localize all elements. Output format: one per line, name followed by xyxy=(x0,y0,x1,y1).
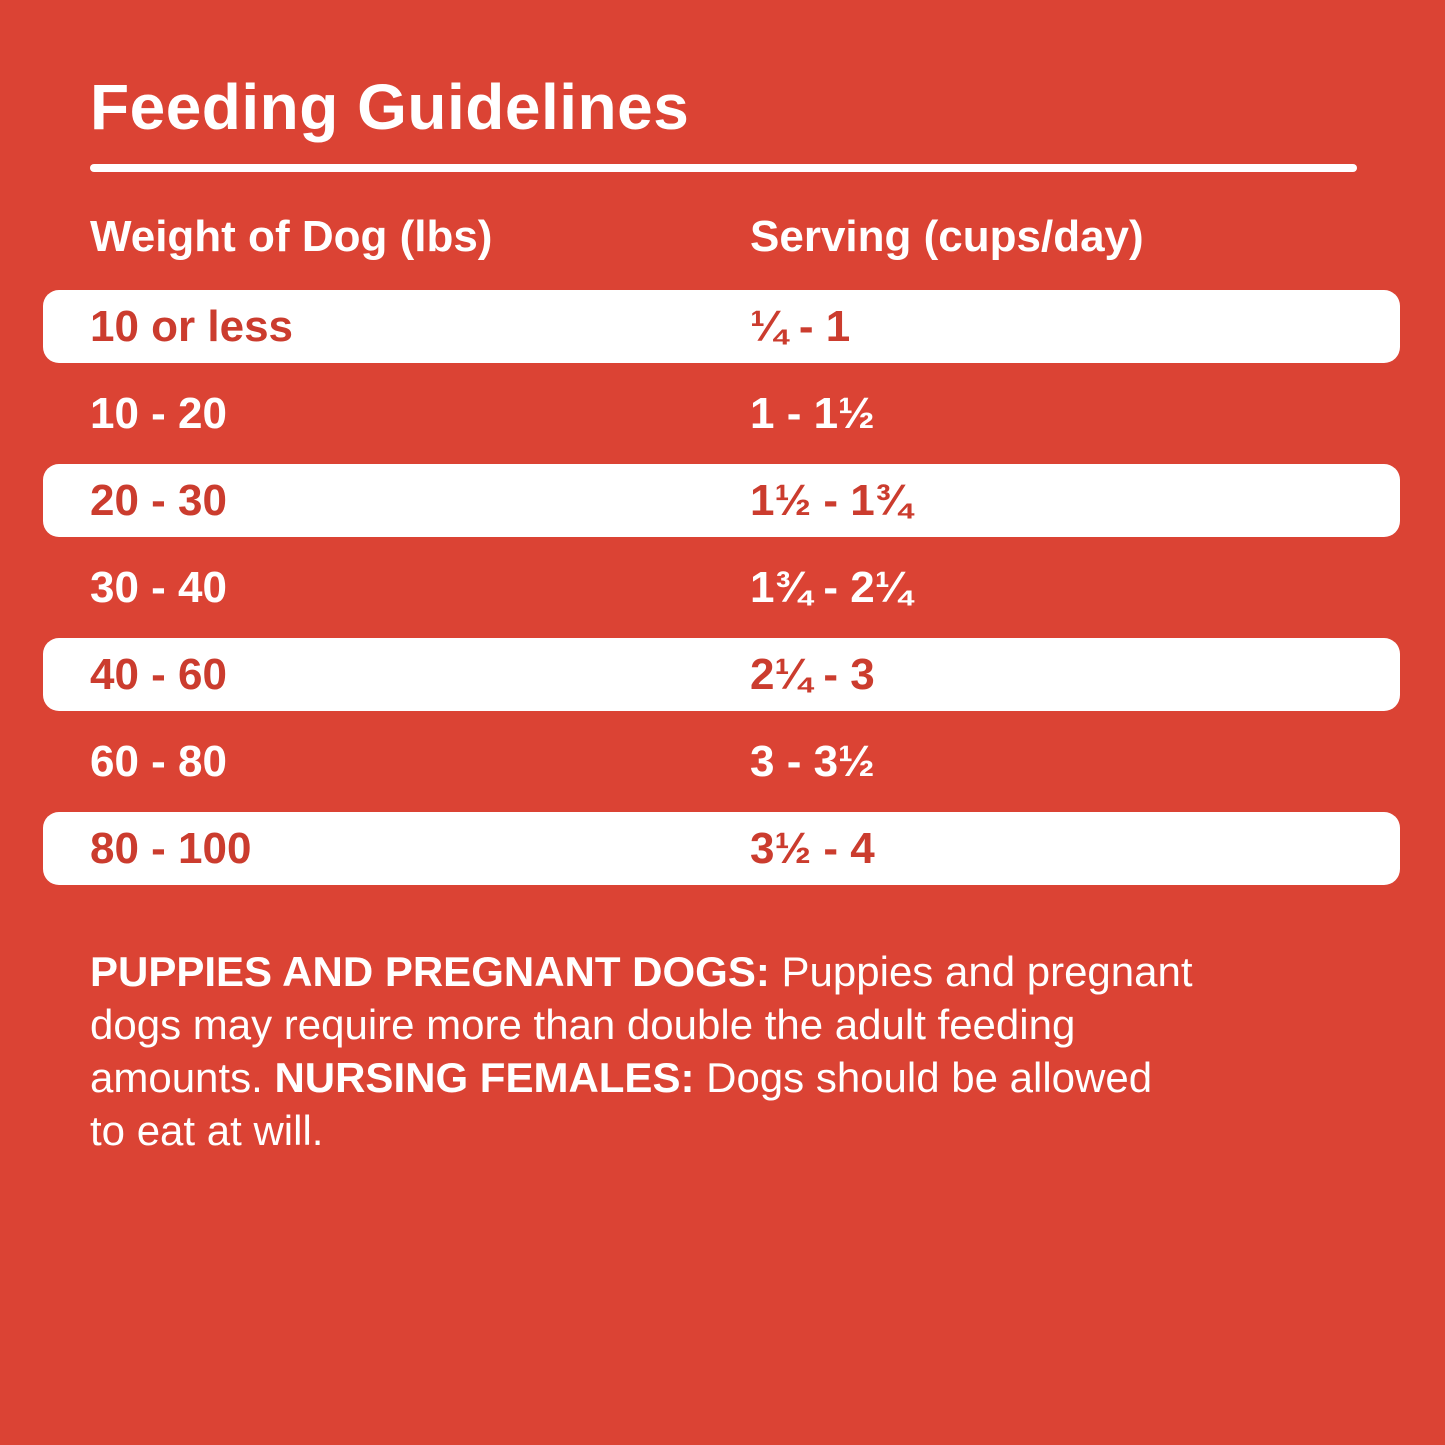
table-row: 40 - 60 2¼ - 3 xyxy=(43,638,1400,711)
weight-cell: 80 - 100 xyxy=(90,823,252,873)
table-header-row: Weight of Dog (lbs) Serving (cups/day) xyxy=(43,212,1400,262)
weight-cell: 20 - 30 xyxy=(90,475,227,525)
footer-line: PUPPIES AND PREGNANT DOGS: Puppies and p… xyxy=(90,945,1400,998)
table-row: 80 - 100 3½ - 4 xyxy=(43,812,1400,885)
serving-cell: 3 - 3½ xyxy=(750,736,875,786)
footer-bold-label: PUPPIES AND PREGNANT DOGS: xyxy=(90,948,770,995)
title-divider xyxy=(90,164,1357,172)
footer-line: dogs may require more than double the ad… xyxy=(90,998,1400,1051)
feeding-table: 10 or less ¼ - 1 10 - 20 1 - 1½ 20 - 30 1½ - … xyxy=(43,283,1400,892)
footer-text: to eat at will. xyxy=(90,1107,324,1154)
serving-cell: 1¾ - 2¼ xyxy=(750,562,912,612)
footer-bold-label: NURSING FEMALES: xyxy=(274,1054,695,1101)
footer-line: to eat at will. xyxy=(90,1104,1400,1157)
weight-cell: 30 - 40 xyxy=(90,562,227,612)
page-title: Feeding Guidelines xyxy=(90,71,690,143)
footer-text: Puppies and pregnant xyxy=(769,948,1193,995)
serving-cell: 1½ - 1¾ xyxy=(750,475,912,525)
weight-column-header: Weight of Dog (lbs) xyxy=(90,212,493,261)
footer-text: dogs may require more than double the ad… xyxy=(90,1001,1076,1048)
table-row: 60 - 80 3 - 3½ xyxy=(43,718,1400,805)
serving-cell: 3½ - 4 xyxy=(750,823,875,873)
footer-line: amounts. NURSING FEMALES: Dogs should be… xyxy=(90,1051,1400,1104)
table-row: 10 or less ¼ - 1 xyxy=(43,290,1400,363)
weight-cell: 40 - 60 xyxy=(90,649,227,699)
footer-note: PUPPIES AND PREGNANT DOGS: Puppies and p… xyxy=(90,945,1400,1157)
table-row: 30 - 40 1¾ - 2¼ xyxy=(43,544,1400,631)
serving-cell: 1 - 1½ xyxy=(750,388,875,438)
weight-cell: 10 - 20 xyxy=(90,388,227,438)
table-row: 10 - 20 1 - 1½ xyxy=(43,370,1400,457)
serving-cell: ¼ - 1 xyxy=(750,301,851,351)
serving-cell: 2¼ - 3 xyxy=(750,649,875,699)
table-row: 20 - 30 1½ - 1¾ xyxy=(43,464,1400,537)
weight-cell: 10 or less xyxy=(90,301,294,351)
footer-text: Dogs should be allowed xyxy=(694,1054,1153,1101)
footer-text: amounts. xyxy=(90,1054,275,1101)
weight-cell: 60 - 80 xyxy=(90,736,227,786)
serving-column-header: Serving (cups/day) xyxy=(750,212,1144,261)
